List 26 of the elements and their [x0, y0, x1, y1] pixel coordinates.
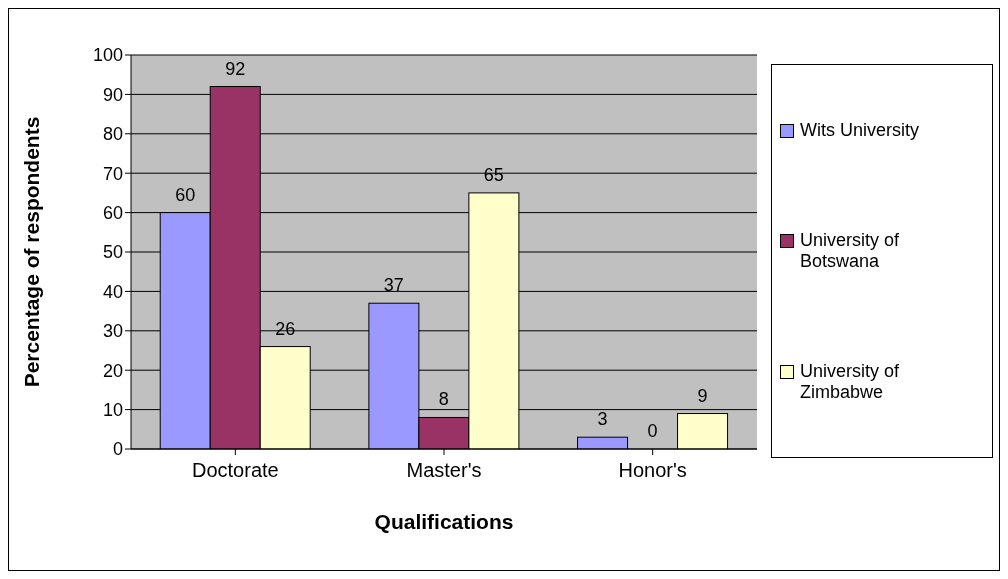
y-tick-label: 20: [102, 360, 123, 381]
y-tick-label: 0: [112, 439, 123, 460]
x-tick-label: Doctorate: [191, 459, 279, 482]
y-tick-label: 40: [102, 281, 123, 302]
y-tick-label: 30: [102, 321, 123, 342]
data-label: 60: [175, 184, 196, 205]
legend-label: University of Zimbabwe: [800, 360, 901, 403]
x-tick-label: Master's: [406, 459, 482, 482]
y-tick-label: 90: [102, 84, 123, 105]
data-label: 37: [383, 275, 404, 296]
legend-label: Wits University: [800, 119, 920, 141]
y-tick-label: 70: [102, 163, 123, 184]
y-tick-label: 80: [102, 124, 123, 145]
x-axis-title: Qualifications: [374, 510, 514, 533]
x-tick-label: Honor's: [618, 459, 687, 482]
legend-label: University of Botswana: [800, 229, 901, 272]
data-label: 9: [697, 385, 708, 406]
y-tick-label: 100: [92, 45, 123, 66]
y-axis-title: Percentage of respondents: [20, 116, 44, 388]
y-tick-label: 10: [102, 399, 123, 420]
y-tick-label: 60: [102, 202, 123, 223]
data-label: 92: [225, 58, 246, 79]
data-label: 8: [438, 389, 449, 410]
data-label: 0: [647, 421, 658, 441]
data-label: 3: [597, 409, 608, 430]
y-tick-label: 50: [102, 242, 123, 263]
